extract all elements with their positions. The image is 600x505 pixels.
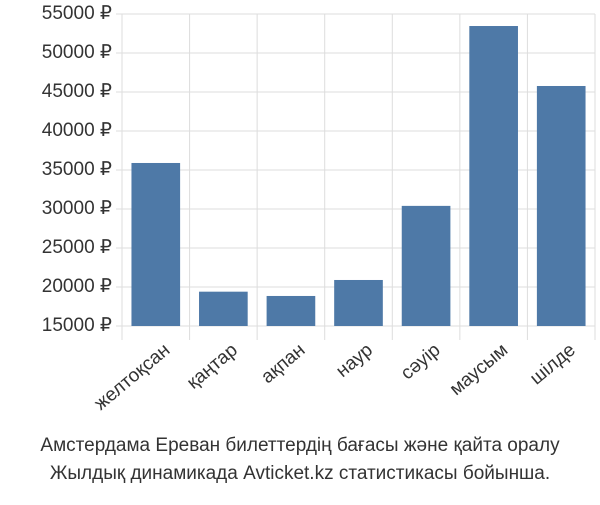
y-tick-label: 25000 ₽ — [42, 237, 112, 258]
x-tick-label: қаңтар — [183, 340, 242, 394]
bar — [199, 291, 248, 326]
y-tick-label: 45000 ₽ — [42, 81, 112, 102]
caption: Амстердама Ереван билеттердің бағасы жән… — [40, 435, 560, 456]
y-tick-label: 55000 ₽ — [42, 3, 112, 24]
bar — [401, 205, 451, 326]
x-tick-label: шілде — [526, 340, 580, 390]
bar — [536, 85, 586, 326]
x-tick-label: наур — [332, 340, 377, 382]
y-tick-label: 40000 ₽ — [42, 120, 112, 141]
x-tick-label: сәуір — [397, 340, 444, 385]
caption: Жылдық динамикада Avticket.kz статистика… — [50, 463, 550, 484]
bar — [131, 162, 181, 326]
y-tick-label: 20000 ₽ — [42, 276, 112, 297]
x-tick-label: ақпан — [257, 340, 309, 388]
y-tick-label: 50000 ₽ — [42, 42, 112, 63]
y-tick-label: 35000 ₽ — [42, 159, 112, 180]
x-tick-label: маусым — [446, 340, 512, 400]
y-tick-label: 30000 ₽ — [42, 198, 112, 219]
x-tick-label: желтоқсан — [91, 340, 175, 415]
bar — [334, 279, 383, 326]
y-tick-label: 15000 ₽ — [42, 315, 112, 336]
bar — [469, 26, 518, 327]
bar — [266, 295, 316, 326]
